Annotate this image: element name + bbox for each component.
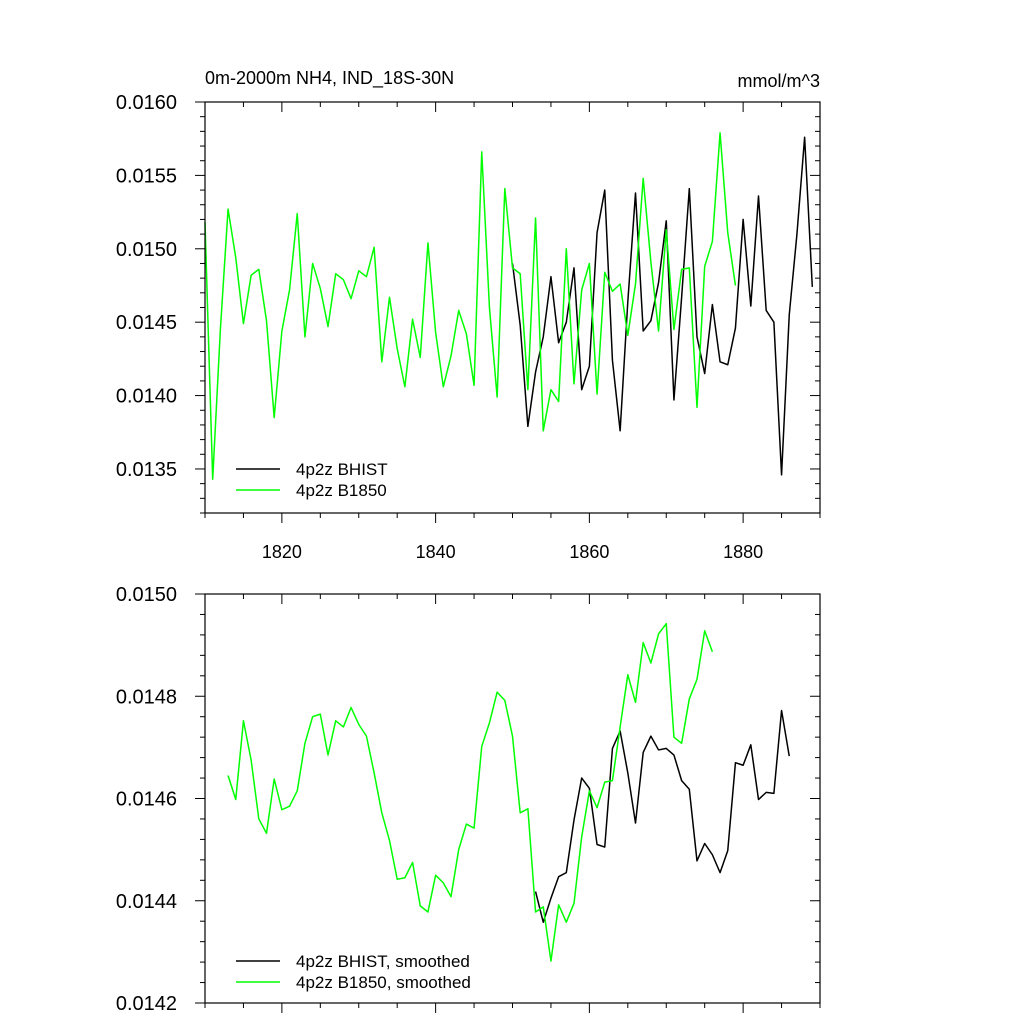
bottom-panel-frame [204,593,821,1004]
x-tick-label: 1840 [416,542,456,562]
series-line-bhist [534,709,790,923]
y-tick-label: 0.0148 [116,686,177,708]
bottom-panel-ticks [195,593,821,1013]
x-tick-label: 1860 [569,542,609,562]
y-tick-label: 0.0160 [116,92,177,114]
series-line-b1850 [227,622,714,962]
series-line-b1850 [204,132,737,480]
y-tick-label: 0.0140 [116,386,177,408]
top-panel-title: 0m-2000m NH4, IND_18S-30N [205,68,454,89]
bottom-panel-tick-labels: 0.0142 0.0144 0.0146 0.0148 0.0150 [116,584,177,1015]
y-tick-label: 0.0150 [116,584,177,606]
top-panel-tick-labels: 1820 1840 1860 1880 0.0135 0.0140 0.0145 0.0150… [116,92,763,562]
legend-label-bhist: 4p2z BHIST [296,460,388,479]
bottom-panel: 0.0142 0.0144 0.0146 0.0148 0.0150 4p2z BHIS… [116,584,821,1015]
y-tick-label: 0.0145 [116,312,177,334]
top-panel-ticks [195,101,821,523]
top-panel-legend: 4p2z BHIST 4p2z B1850 [236,460,388,500]
legend-label-b1850: 4p2z B1850 [296,481,387,500]
top-panel-units: mmol/m^3 [738,71,820,91]
y-tick-label: 0.0144 [116,891,177,913]
series-line-bhist [511,136,814,476]
x-tick-label: 1880 [723,542,763,562]
y-tick-label: 0.0135 [116,459,177,481]
top-panel-frame [204,101,821,514]
y-tick-label: 0.0155 [116,165,177,187]
y-tick-label: 0.0142 [116,993,177,1015]
y-tick-label: 0.0146 [116,789,177,811]
y-tick-label: 0.0150 [116,239,177,261]
legend-label-b1850-smoothed: 4p2z B1850, smoothed [296,973,471,992]
bottom-panel-series [227,622,790,962]
top-panel: 0m-2000m NH4, IND_18S-30N mmol/m^3 1820 1… [116,68,821,562]
top-panel-series [204,132,814,480]
bottom-panel-legend: 4p2z BHIST, smoothed 4p2z B1850, smoothe… [236,952,471,992]
legend-label-bhist-smoothed: 4p2z BHIST, smoothed [296,952,470,971]
x-tick-label: 1820 [262,542,302,562]
